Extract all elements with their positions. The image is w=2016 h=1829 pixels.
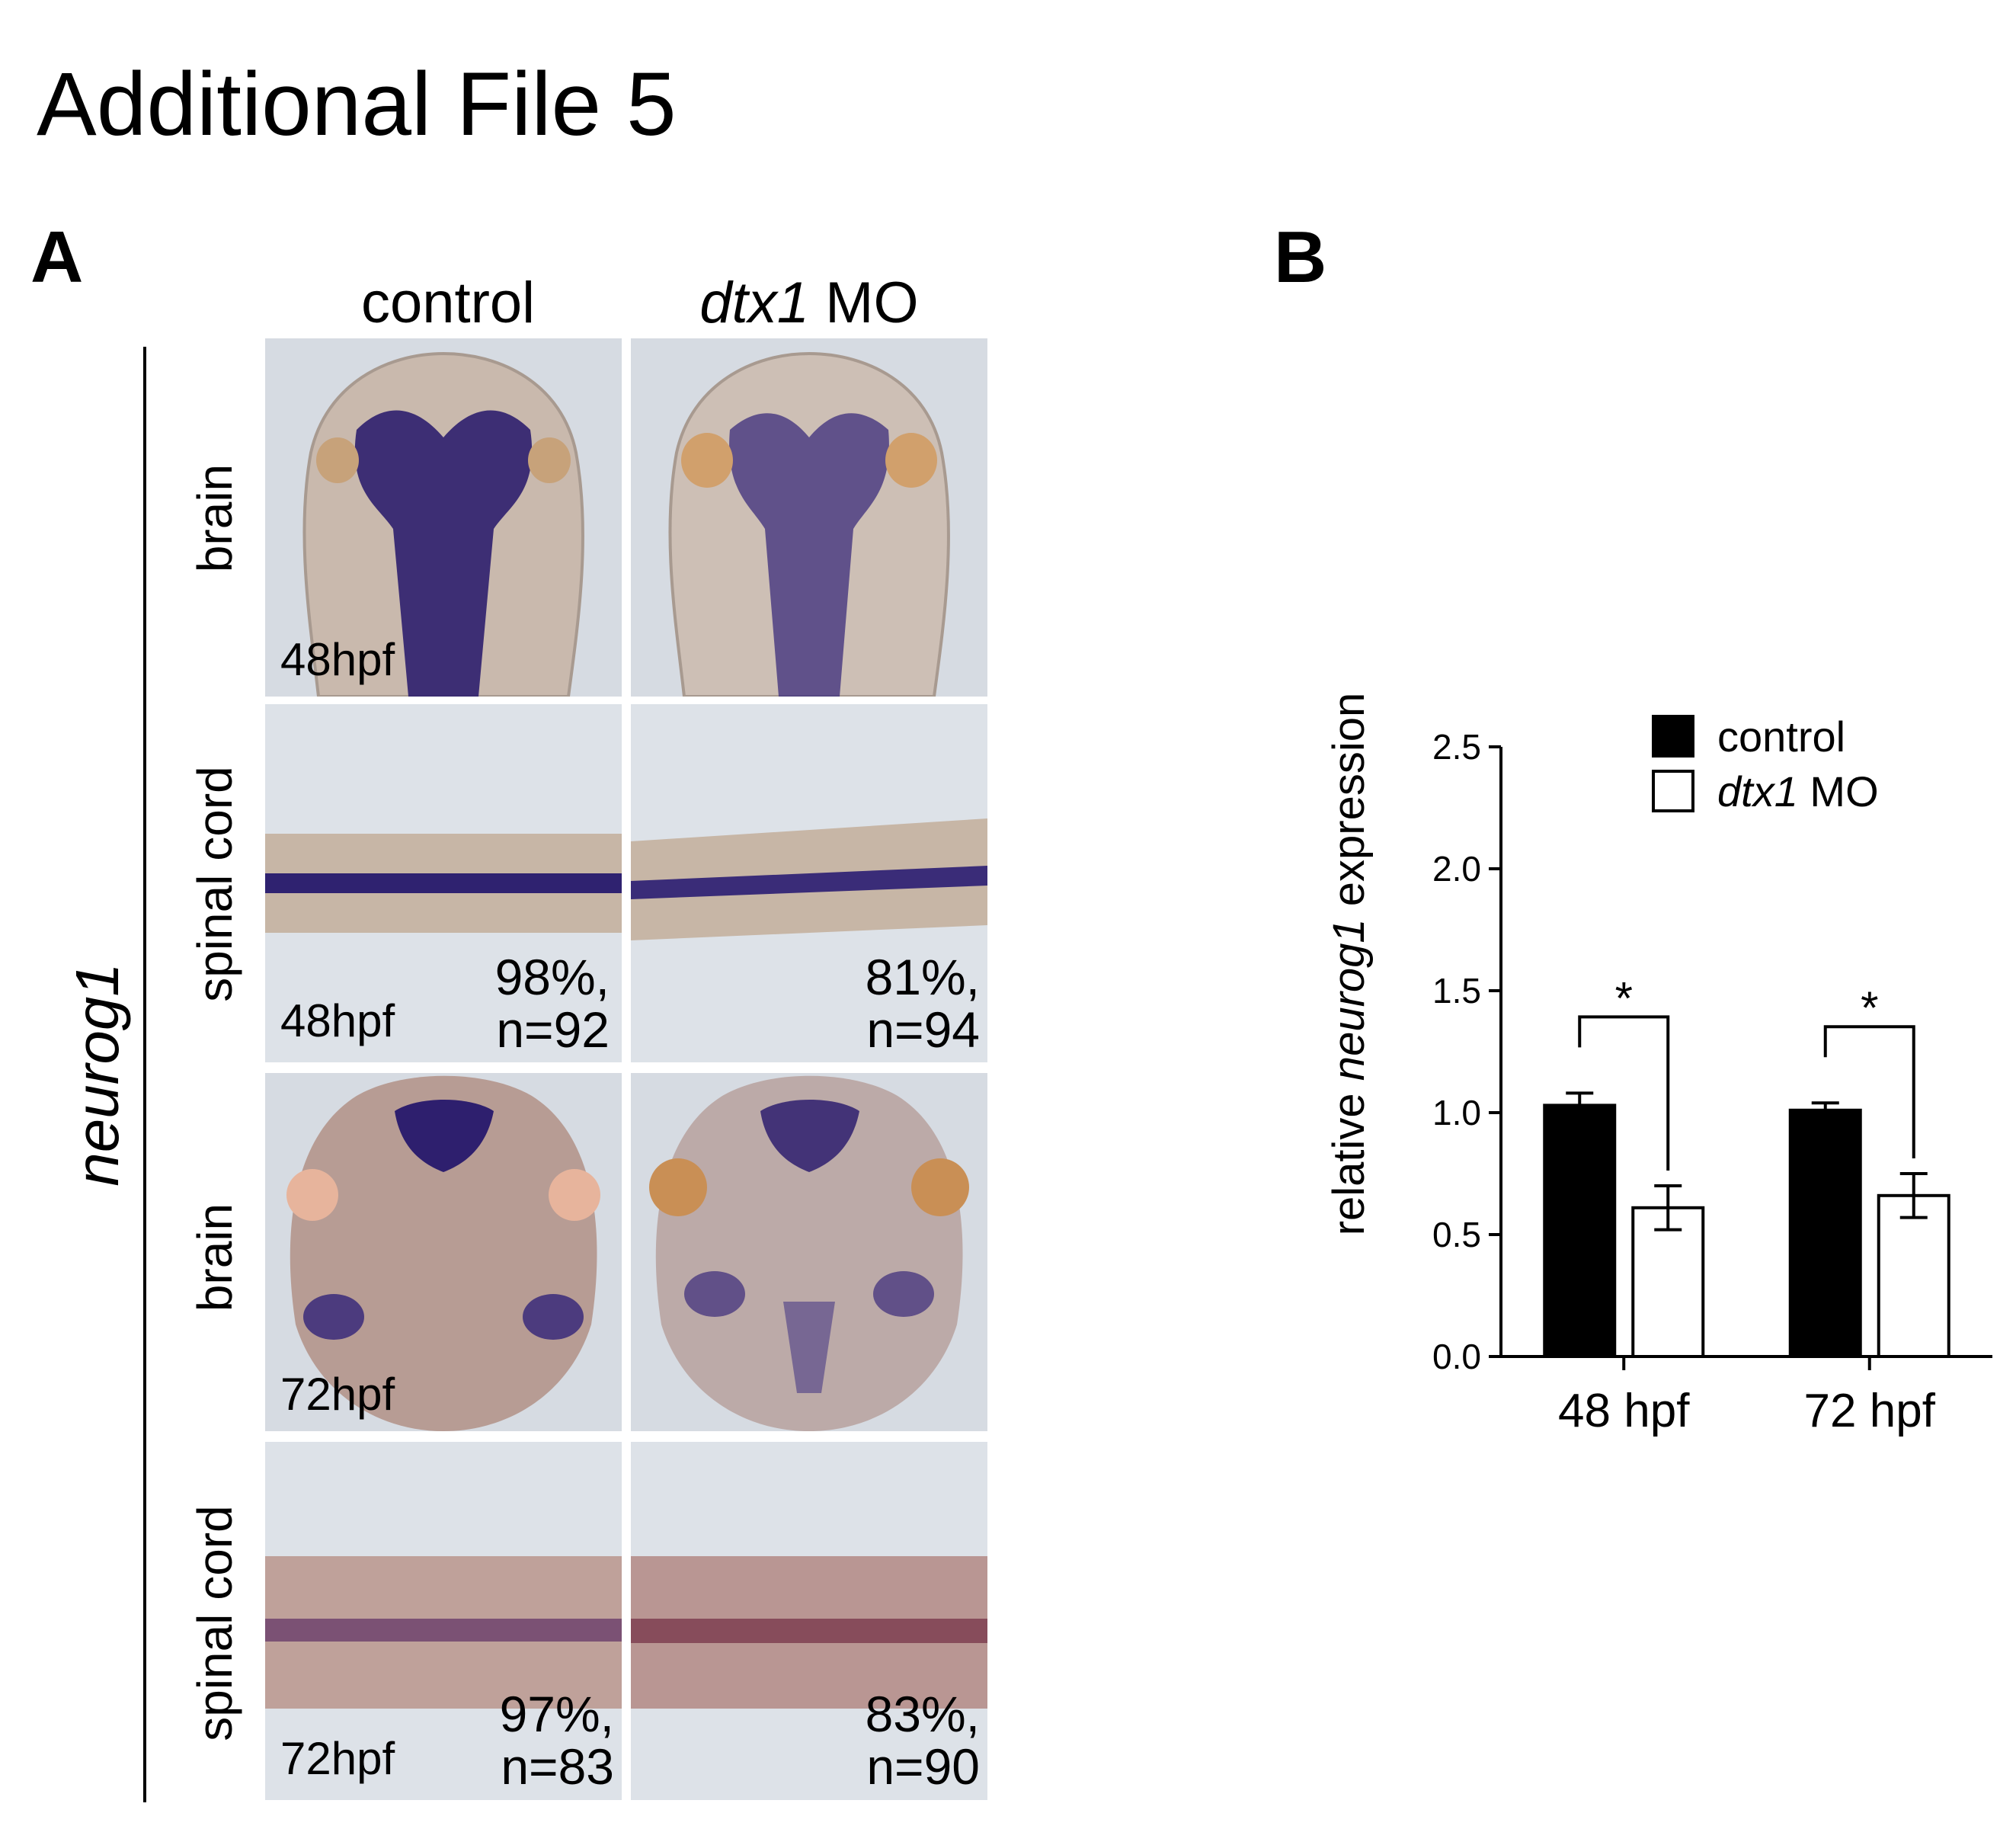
bar-chart-svg: 0.00.51.01.52.02.548 hpf 72 hpf * * contro… [1324, 693, 1992, 1437]
y-axis-label-italic: neurog1 [1324, 918, 1374, 1081]
image-brain-72hpf-control [265, 1073, 622, 1431]
bar [1877, 1193, 1950, 1358]
image-spinal-48hpf-dtx1 [631, 704, 987, 1062]
y-axis-label-before: relative [1324, 1081, 1374, 1235]
legend-label: control [1717, 713, 1845, 761]
stage-label: 48hpf [280, 995, 395, 1046]
x-tick-label: 72 hpf [1804, 1385, 1936, 1437]
y-tick-label: 1.5 [1432, 971, 1481, 1011]
stage-label: 48hpf [280, 634, 395, 685]
image-brain-72hpf-dtx1 [631, 1073, 987, 1431]
image-spinal-48hpf-control [265, 704, 622, 1062]
stat-label: 98%, n=92 [494, 949, 610, 1059]
bar [1788, 1108, 1862, 1358]
y-tick-label: 2.5 [1432, 727, 1481, 767]
row-label-brain-48: brain [187, 463, 242, 573]
column-header-dtx1-mo: dtx1 MO [626, 274, 992, 332]
y-tick-label: 1.0 [1432, 1093, 1481, 1132]
y-axis-label-after: expression [1324, 693, 1374, 919]
gene-bracket-line [143, 347, 146, 1802]
stage-label: 72hpf [280, 1733, 395, 1784]
column-header-italic: dtx1 [699, 271, 810, 335]
legend-label-italic: dtx1 [1717, 767, 1798, 815]
image-brain-48hpf-control [265, 338, 622, 697]
chart-bars: * * [1543, 972, 1950, 1359]
legend-swatch [1652, 715, 1694, 758]
column-header-text: MO [809, 271, 919, 335]
column-header-control: control [265, 274, 631, 332]
stat-label: 83%, n=90 [865, 1686, 980, 1795]
bar-chart: 0.0 0.5 1.0 1.5 2.0 2.5 48 hpf 72 hpf * * contro… [1310, 671, 1996, 1471]
row-label-spinal-48: spinal cord [187, 766, 242, 1002]
image-spinal-72hpf-dtx1 [631, 1442, 987, 1800]
chart-axes: 0.0 0.5 1.0 1.5 2.0 2.5 48 hpf 72 hpf [1432, 727, 1992, 1437]
bar [1543, 1103, 1617, 1359]
row-label-spinal-72: spinal cord [187, 1505, 242, 1741]
gene-label: neurog1 [63, 963, 131, 1187]
legend-label: dtx1 MO [1717, 767, 1879, 815]
significance-marker: * [1615, 972, 1633, 1023]
stage-label: 72hpf [280, 1369, 395, 1420]
legend-label-text: MO [1798, 767, 1879, 815]
y-axis-label: relative neurog1 expression [1324, 693, 1374, 1236]
row-label-brain-72: brain [187, 1203, 242, 1312]
panel-b-letter: B [1274, 216, 1327, 298]
y-tick-label: 2.0 [1432, 849, 1481, 889]
column-header-text: control [360, 271, 536, 335]
significance-marker: * [1861, 982, 1878, 1033]
figure-title: Additional File 5 [37, 54, 677, 155]
y-tick-label: 0.0 [1432, 1337, 1481, 1376]
stat-label: 97%, n=83 [499, 1686, 614, 1795]
y-tick-label: 0.5 [1432, 1215, 1481, 1254]
stat-label: 81%, n=94 [865, 949, 980, 1059]
chart-legend: control dtx1 MO [1652, 713, 1879, 815]
image-spinal-72hpf-control [265, 1442, 622, 1800]
significance-bracket [1578, 1015, 1670, 1171]
significance-bracket [1823, 1025, 1915, 1158]
legend-label-text: control [1717, 713, 1845, 761]
image-brain-48hpf-dtx1 [631, 338, 987, 697]
legend-swatch [1652, 770, 1694, 812]
panel-a-letter: A [30, 216, 84, 298]
x-tick-label: 48 hpf [1558, 1385, 1690, 1437]
